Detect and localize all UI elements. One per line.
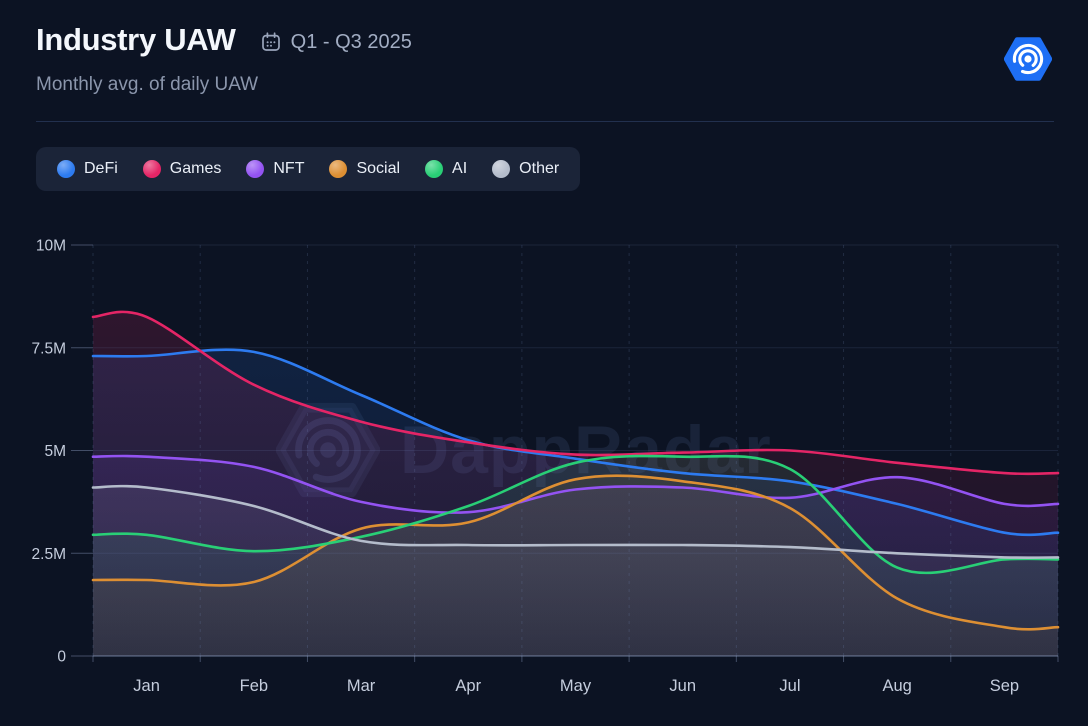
x-axis-label: Jun	[669, 677, 696, 695]
series-line-nft[interactable]	[91, 454, 1060, 514]
calendar-icon	[261, 32, 280, 51]
y-axis-label: 2.5M	[32, 546, 66, 563]
y-axis-label: 5M	[44, 443, 66, 460]
legend-dot-defi	[57, 160, 75, 178]
dappradar-logo-icon[interactable]	[1004, 35, 1052, 83]
legend-dot-ai	[425, 160, 444, 178]
gridlines	[71, 244, 1059, 662]
series-area-other	[93, 486, 1058, 656]
header-divider	[36, 121, 1054, 122]
legend-label: AI	[452, 160, 468, 177]
x-axis-label: Jul	[779, 677, 800, 695]
legend-dot-social	[329, 160, 348, 178]
x-axis-label: Feb	[240, 677, 268, 695]
y-axis-label: 7.5M	[32, 340, 66, 357]
axis-labels: 0 2.5M 5M 7.5M 10M Jan Feb Mar Apr May Jun Jul Aug Se…	[32, 238, 1020, 696]
x-axis-label: Sep	[990, 677, 1019, 695]
legend-label: Social	[356, 160, 401, 177]
x-axis-label: Mar	[347, 677, 376, 695]
legend-label: DeFi	[84, 160, 118, 177]
legend-label: Other	[519, 160, 560, 177]
header: Industry UAW Q1 - Q3 2025	[36, 22, 412, 58]
legend: DeFi Games NFT Social AI Other	[36, 147, 581, 191]
legend-item-other[interactable]: Other	[492, 160, 559, 178]
legend-item-nft[interactable]: NFT	[246, 160, 304, 178]
series-fills	[93, 311, 1058, 656]
series-line-defi[interactable]	[91, 348, 1060, 537]
series-line-social[interactable]	[91, 474, 1060, 631]
series-line-games[interactable]	[91, 310, 1060, 476]
chart-subtitle: Monthly avg. of daily UAW	[36, 74, 259, 95]
legend-item-defi[interactable]: DeFi	[57, 160, 118, 178]
x-axis-label: Jan	[133, 677, 160, 695]
date-range-label: Q1 - Q3 2025	[290, 30, 412, 53]
series-lines	[91, 310, 1060, 631]
legend-dot-games	[142, 160, 161, 178]
legend-item-ai[interactable]: AI	[425, 160, 467, 178]
date-range[interactable]: Q1 - Q3 2025	[260, 31, 412, 54]
page-title: Industry UAW	[36, 22, 236, 57]
legend-dot-other	[492, 160, 511, 178]
x-axis-label: Apr	[455, 677, 481, 695]
legend-item-games[interactable]: Games	[142, 160, 222, 178]
y-axis-label: 0	[57, 649, 66, 666]
legend-label: Games	[169, 160, 222, 177]
x-axis-label: Aug	[882, 677, 911, 695]
y-axis-label: 10M	[36, 238, 66, 255]
legend-label: NFT	[273, 160, 305, 177]
series-line-other[interactable]	[91, 484, 1060, 559]
series-line-ai[interactable]	[91, 454, 1060, 575]
x-axis-label: May	[560, 677, 592, 695]
legend-item-social[interactable]: Social	[329, 160, 400, 178]
legend-dot-nft	[246, 160, 265, 178]
